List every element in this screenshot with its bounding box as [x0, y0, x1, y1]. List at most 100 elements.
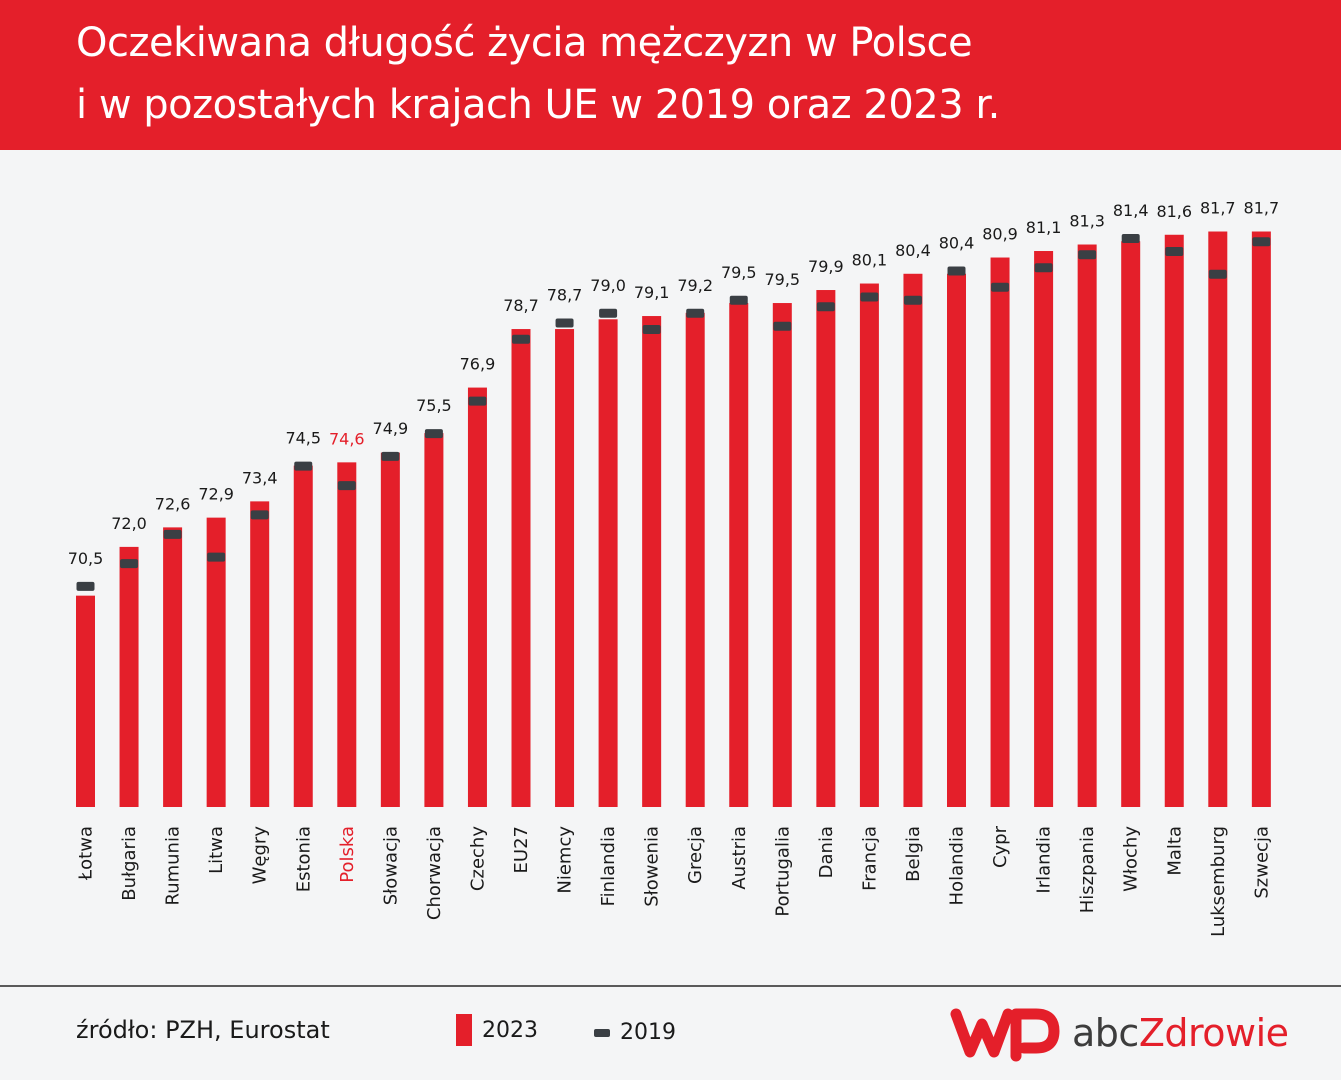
data-label: 72,6 [155, 494, 191, 513]
marker-2019 [120, 559, 139, 569]
bar-2023 [250, 501, 270, 807]
marker-2019 [207, 552, 226, 562]
marker-2019 [903, 295, 922, 305]
category-label: Chorwacja [424, 826, 445, 920]
legend-swatch-2019 [594, 1028, 610, 1037]
category-label: Finlandia [598, 826, 619, 906]
data-label: 74,6 [329, 429, 365, 448]
source-note: źródło: PZH, Eurostat [76, 1016, 330, 1044]
marker-2019 [468, 396, 487, 406]
marker-2019 [947, 266, 966, 276]
bar-2023 [642, 316, 662, 807]
bar-chart: 70,5 Łotwa 72,0 Bułgaria 72,6 Rumunia 72,9 Litw… [68, 199, 1280, 937]
marker-2019 [76, 581, 95, 591]
data-label: 81,4 [1113, 201, 1149, 220]
marker-2019 [773, 321, 792, 331]
bar-2023 [206, 517, 226, 807]
bar-2023 [380, 452, 400, 807]
category-label: Litwa [206, 826, 227, 874]
data-label: 81,7 [1244, 199, 1280, 218]
data-label: 81,3 [1069, 212, 1105, 231]
marker-2019 [1078, 250, 1097, 260]
bar-2023 [859, 283, 879, 808]
marker-2019 [816, 302, 835, 312]
marker-2019 [642, 325, 661, 335]
bar-2023 [511, 329, 531, 807]
header-banner: Oczekiwana długość życia mężczyzn w Pols… [0, 0, 1341, 150]
data-label: 76,9 [460, 355, 496, 374]
bar-2023 [1034, 251, 1054, 808]
category-label: Estonia [293, 826, 314, 892]
data-label: 79,0 [590, 276, 626, 295]
legend-item-2023: 2023 [456, 1014, 538, 1046]
data-label: 80,4 [939, 234, 975, 253]
category-label: Portugalia [772, 826, 793, 917]
bar-2023 [1121, 241, 1141, 807]
bar-2023 [163, 527, 183, 807]
category-label: EU27 [511, 826, 532, 873]
bar-2023 [772, 303, 792, 807]
marker-2019 [294, 461, 313, 471]
bar-2023 [729, 303, 749, 807]
bar-2023 [903, 273, 923, 807]
data-label: 81,6 [1156, 202, 1192, 221]
bar-2023 [119, 546, 139, 807]
marker-2019 [860, 292, 879, 302]
marker-2019 [424, 429, 443, 439]
logo-text-abc: abc [1072, 1011, 1139, 1055]
category-label: Czechy [467, 826, 488, 891]
legend-swatch-2023 [456, 1014, 472, 1046]
marker-2019 [512, 334, 530, 344]
data-label: 73,4 [242, 468, 278, 487]
bar-2023 [424, 433, 444, 807]
data-label: 81,1 [1026, 218, 1062, 237]
category-label: Niemcy [555, 826, 576, 894]
data-label: 78,7 [503, 296, 539, 315]
category-label: Polska [337, 826, 358, 883]
marker-2019 [555, 318, 574, 328]
data-label: 81,7 [1200, 199, 1236, 218]
marker-2019 [337, 481, 356, 491]
marker-2019 [1121, 234, 1140, 244]
bar-2023 [76, 595, 95, 807]
category-label: Grecja [685, 826, 706, 884]
category-label: Luksemburg [1208, 826, 1229, 937]
data-label: 79,9 [808, 257, 844, 276]
legend-label-2023: 2023 [482, 1017, 538, 1043]
wp-logo-icon [950, 1008, 1060, 1062]
data-label: 79,5 [764, 270, 800, 289]
marker-2019 [381, 451, 400, 461]
marker-2019 [163, 529, 182, 539]
bar-2023 [598, 319, 618, 807]
marker-2019 [1208, 269, 1227, 279]
marker-2019 [729, 295, 748, 305]
legend-item-2019: 2019 [594, 1020, 676, 1045]
data-label: 74,9 [373, 419, 409, 438]
marker-2019 [250, 510, 269, 520]
bar-2023 [555, 329, 575, 807]
data-label: 75,5 [416, 396, 452, 415]
bar-2023 [1077, 244, 1097, 807]
category-label: Francja [859, 826, 880, 891]
category-label: Rumunia [163, 826, 184, 906]
bar-2023 [1208, 231, 1228, 808]
bar-2023 [990, 257, 1010, 807]
bar-2023 [293, 465, 313, 807]
category-label: Węgry [250, 826, 271, 885]
bar-2023 [685, 312, 705, 807]
data-label: 74,5 [285, 429, 321, 448]
category-label: Łotwa [76, 826, 97, 881]
abczdrowie-logo: abc Zdrowie [950, 998, 1289, 1068]
bar-2023 [467, 387, 487, 807]
data-label: 79,2 [677, 276, 713, 295]
chart-title-line-2: i w pozostałych krajach UE w 2019 oraz 2… [76, 82, 1000, 128]
data-label: 80,1 [852, 251, 888, 270]
bar-2023 [1251, 231, 1271, 808]
category-label: Dania [816, 826, 837, 878]
legend-label-2019: 2019 [620, 1020, 676, 1045]
logo-text-zdrowie: Zdrowie [1138, 1011, 1289, 1055]
data-label: 80,4 [895, 241, 931, 260]
bar-2023 [337, 462, 357, 807]
category-label: Bułgaria [119, 826, 140, 901]
category-label: Szwecja [1251, 826, 1272, 899]
